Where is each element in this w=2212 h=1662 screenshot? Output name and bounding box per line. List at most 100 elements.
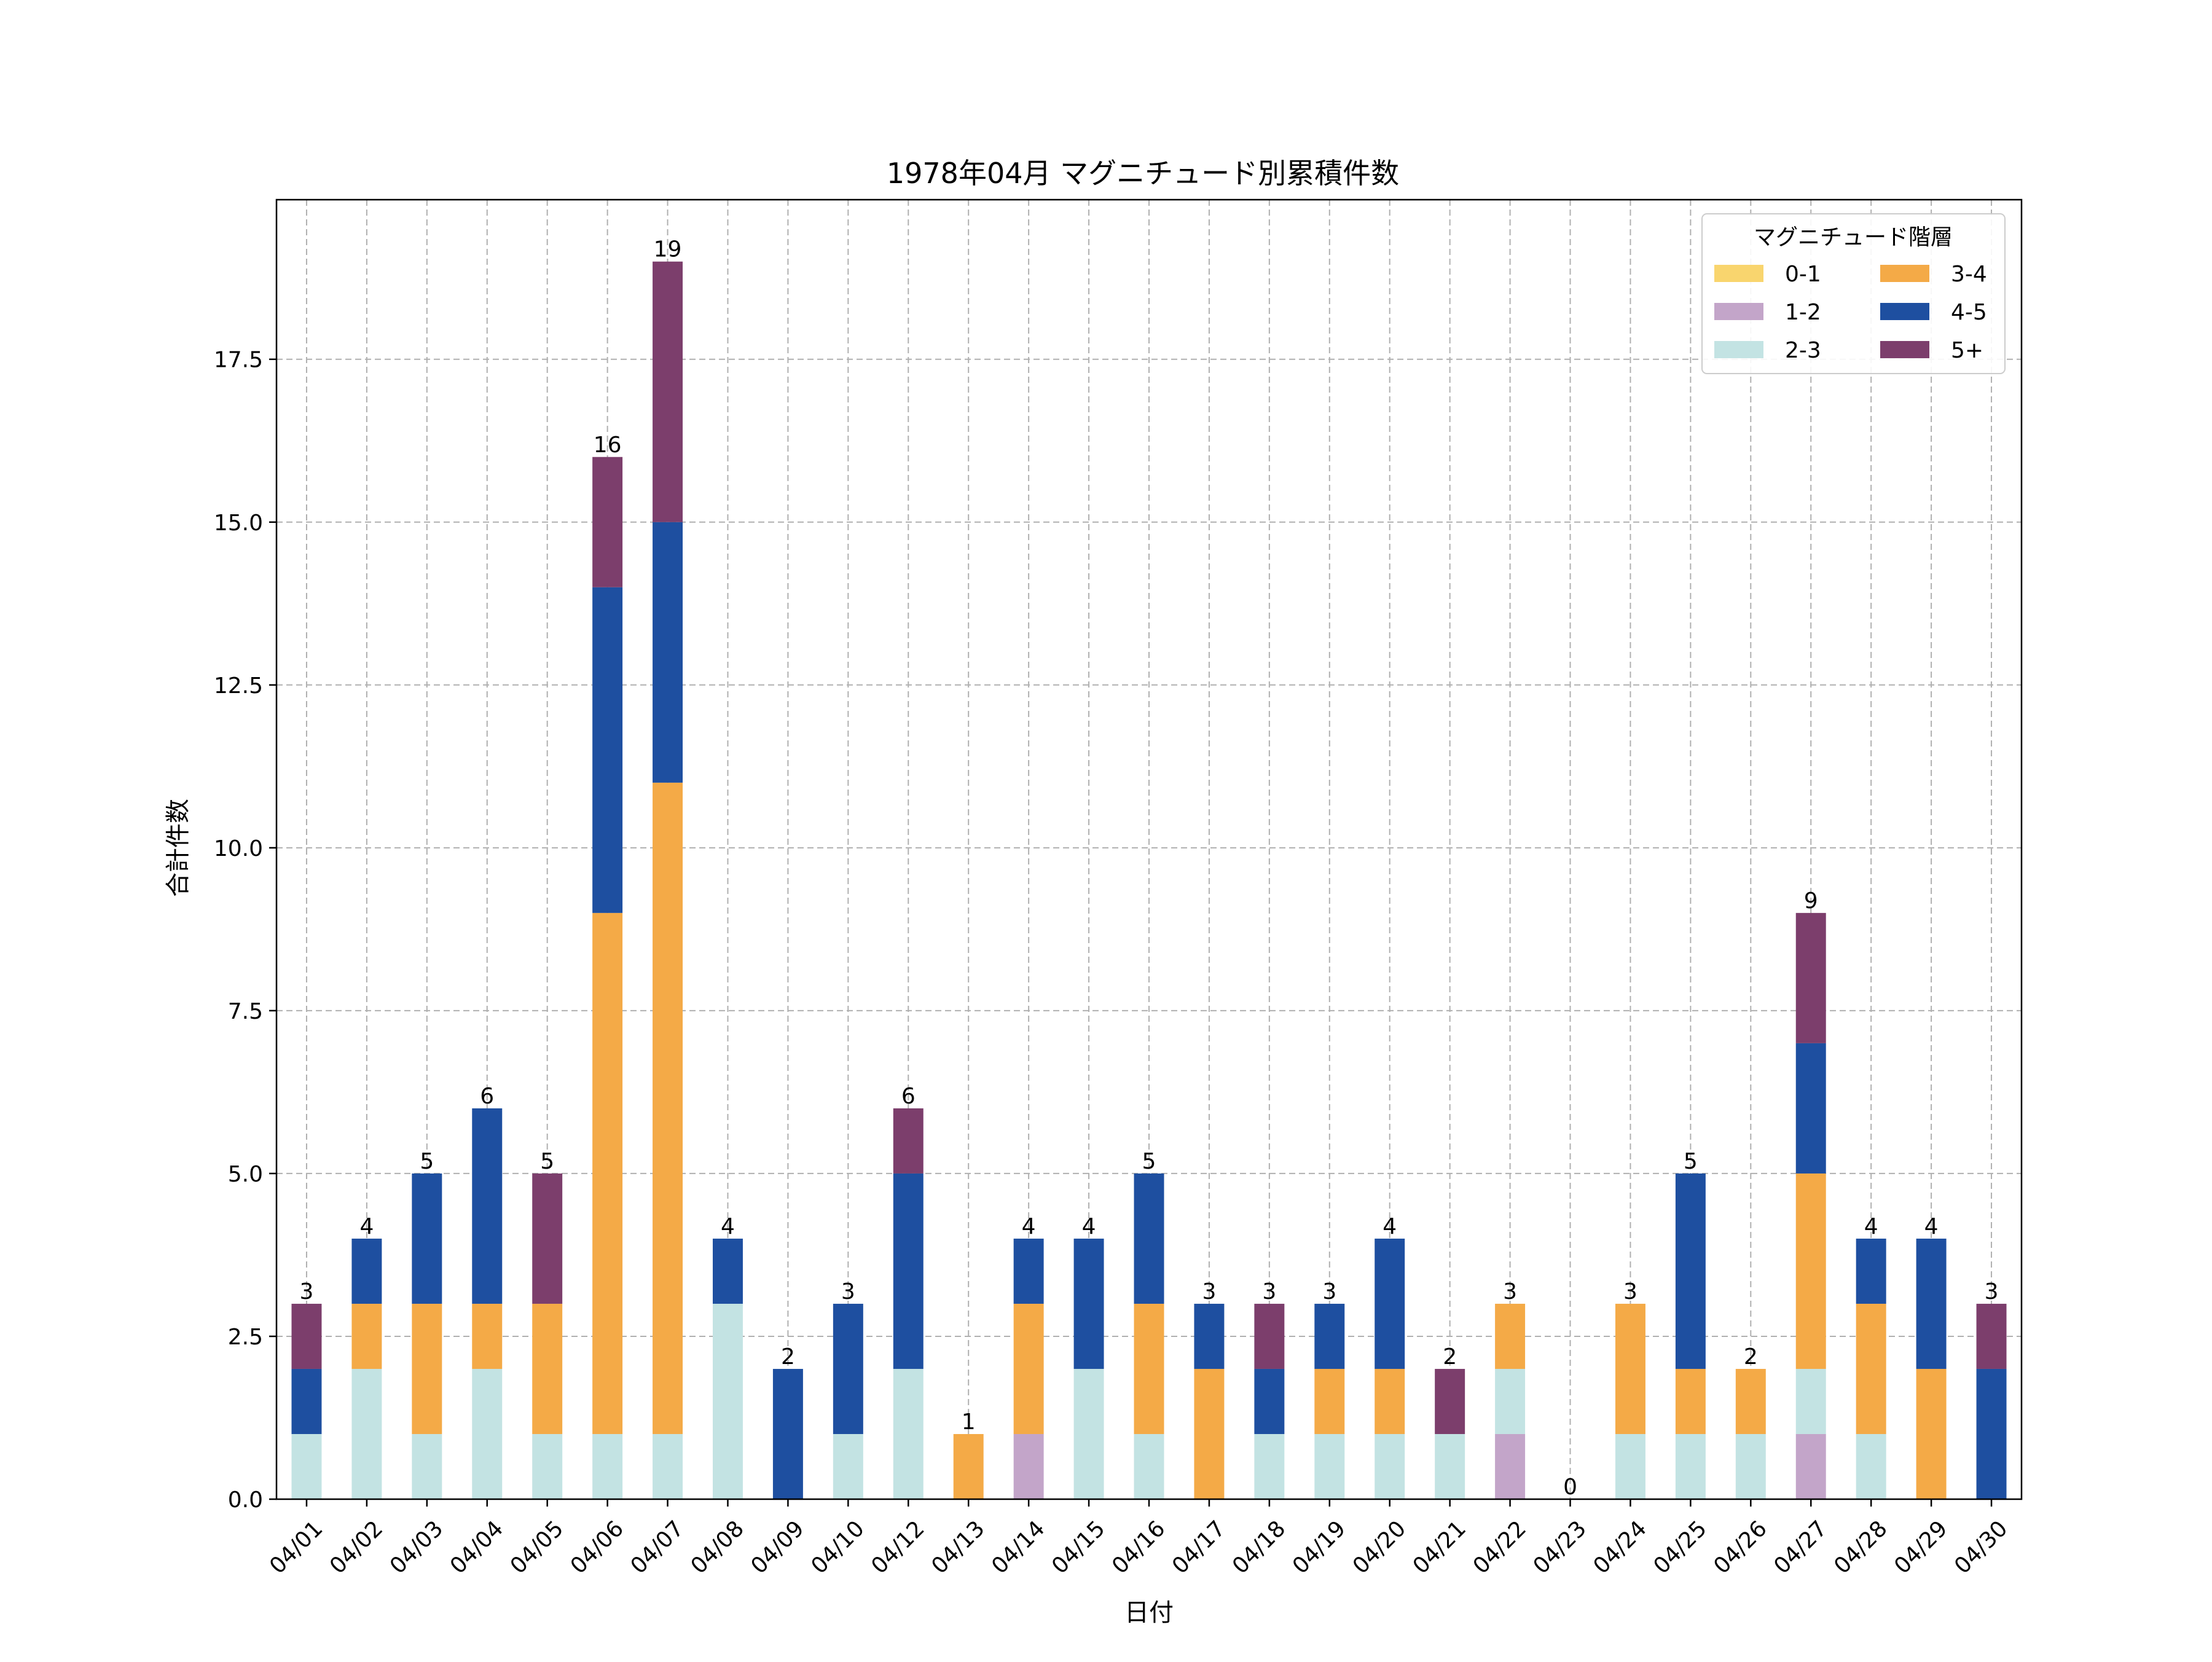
bar-segment-3-4: [1194, 1368, 1225, 1499]
bar-segment-3-4: [1134, 1303, 1164, 1434]
bar-total-label: 19: [654, 237, 682, 262]
bar-segment-5+: [592, 457, 623, 587]
bar-total-label: 6: [901, 1084, 916, 1109]
bar-segment-2-3: [1435, 1433, 1465, 1499]
bar-segment-3-4: [1375, 1368, 1405, 1434]
x-axis-label: 日付: [1124, 1599, 1174, 1627]
bar-total-labels: 3 4 5 6 5 16 19 4 2 3 6 1 4 4 5 3 3 3 4 2 3 0 3 5 2 9 4 4 3: [300, 237, 1999, 1500]
bar-segment-2-3: [351, 1368, 382, 1499]
legend-label-5+: 5+: [1951, 338, 1983, 363]
bar-segment-2-3: [1073, 1368, 1104, 1499]
bar-segment-5+: [1976, 1303, 2007, 1369]
bar-segment-3-4: [1013, 1303, 1044, 1434]
bar-segment-4-5: [1134, 1173, 1164, 1304]
bar-segment-3-4: [653, 782, 683, 1434]
bar-segment-2-3: [1795, 1368, 1826, 1434]
bar-segment-3-4: [1735, 1368, 1766, 1434]
bar-total-label: 2: [781, 1344, 795, 1370]
bar-segment-4-5: [772, 1368, 803, 1499]
bar-segment-2-3: [653, 1433, 683, 1499]
y-tick-label: 2.5: [228, 1325, 263, 1350]
legend-label-4-5: 4-5: [1951, 300, 1987, 325]
bar-segment-5+: [1254, 1303, 1285, 1369]
bar-total-label: 5: [1684, 1149, 1698, 1174]
bar-total-label: 4: [1864, 1214, 1878, 1239]
bar-total-label: 3: [1623, 1279, 1637, 1304]
bar-total-label: 9: [1804, 888, 1818, 914]
bar-total-label: 16: [594, 433, 622, 458]
legend: マグニチュード階層 0-1 1-2 2-3 3-4 4-5 5+: [1701, 213, 2006, 374]
y-tick-label: 15.0: [214, 511, 263, 536]
bar-segment-3-4: [1856, 1303, 1886, 1434]
y-axis-ticks: 0.0 2.5 5.0 7.5 10.0 12.5 15.0 17.5: [214, 348, 276, 1513]
y-tick-label: 7.5: [228, 999, 263, 1024]
bar-segment-2-3: [1495, 1368, 1526, 1434]
bar-segment-3-4: [472, 1303, 503, 1369]
bar-segment-4-5: [893, 1173, 924, 1369]
bar-segment-5+: [653, 261, 683, 522]
bar-segment-4-5: [1314, 1303, 1345, 1369]
bar-segment-4-5: [1194, 1303, 1225, 1369]
bar-segment-2-3: [532, 1433, 563, 1499]
y-axis-label: 合計件数: [164, 799, 192, 897]
bar-total-label: 5: [420, 1149, 434, 1174]
bar-total-label: 3: [1262, 1279, 1276, 1304]
bar-segment-4-5: [1073, 1238, 1104, 1369]
bar-segment-2-3: [1375, 1433, 1405, 1499]
bar-segment-3-4: [1795, 1173, 1826, 1369]
bar-segment-4-5: [1856, 1238, 1886, 1304]
legend-swatch-0-1: [1714, 265, 1763, 282]
bar-total-label: 4: [1082, 1214, 1096, 1239]
bar-total-label: 4: [721, 1214, 735, 1239]
bar-total-label: 4: [1022, 1214, 1036, 1239]
bar-segment-2-3: [1615, 1433, 1645, 1499]
bar-total-label: 4: [1924, 1214, 1939, 1239]
bars: [291, 261, 2007, 1499]
bar-segment-1-2: [1495, 1433, 1526, 1499]
bar-segment-2-3: [833, 1433, 863, 1499]
bar-segment-5+: [1795, 912, 1826, 1043]
bar-segment-4-5: [1916, 1238, 1947, 1369]
bar-segment-3-4: [532, 1303, 563, 1434]
legend-swatch-2-3: [1714, 341, 1763, 358]
legend-swatch-1-2: [1714, 303, 1763, 320]
y-tick-label: 12.5: [214, 673, 263, 699]
bar-segment-5+: [291, 1303, 322, 1369]
y-tick-label: 5.0: [228, 1162, 263, 1187]
bar-segment-4-5: [412, 1173, 442, 1304]
bar-total-label: 3: [1503, 1279, 1517, 1304]
y-tick-label: 10.0: [214, 836, 263, 861]
bar-total-label: 2: [1443, 1344, 1457, 1370]
bar-total-label: 0: [1563, 1475, 1577, 1500]
bar-segment-5+: [893, 1108, 924, 1174]
bar-total-label: 3: [1202, 1279, 1216, 1304]
bar-total-label: 3: [300, 1279, 314, 1304]
bar-segment-2-3: [1254, 1433, 1285, 1499]
bar-total-label: 5: [1142, 1149, 1156, 1174]
bar-segment-3-4: [1615, 1303, 1645, 1434]
bar-segment-1-2: [1013, 1433, 1044, 1499]
bar-total-label: 6: [480, 1084, 494, 1109]
chart-title: 1978年04月 マグニチュード別累積件数: [887, 157, 1399, 190]
bar-segment-2-3: [592, 1433, 623, 1499]
legend-label-0-1: 0-1: [1785, 262, 1821, 287]
bar-total-label: 2: [1744, 1344, 1758, 1370]
bar-segment-3-4: [1675, 1368, 1706, 1434]
bar-segment-4-5: [833, 1303, 863, 1434]
bar-segment-2-3: [1134, 1433, 1164, 1499]
bar-segment-4-5: [1675, 1173, 1706, 1369]
legend-swatch-4-5: [1880, 303, 1929, 320]
bar-segment-3-4: [1495, 1303, 1526, 1369]
bar-total-label: 3: [841, 1279, 855, 1304]
y-tick-label: 0.0: [228, 1488, 263, 1513]
bar-segment-3-4: [351, 1303, 382, 1369]
bar-total-label: 1: [962, 1409, 976, 1435]
legend-swatch-5+: [1880, 341, 1929, 358]
bar-segment-2-3: [412, 1433, 442, 1499]
bar-total-label: 3: [1322, 1279, 1336, 1304]
bar-segment-2-3: [1314, 1433, 1345, 1499]
bar-segment-3-4: [953, 1433, 984, 1499]
bar-segment-2-3: [472, 1368, 503, 1499]
